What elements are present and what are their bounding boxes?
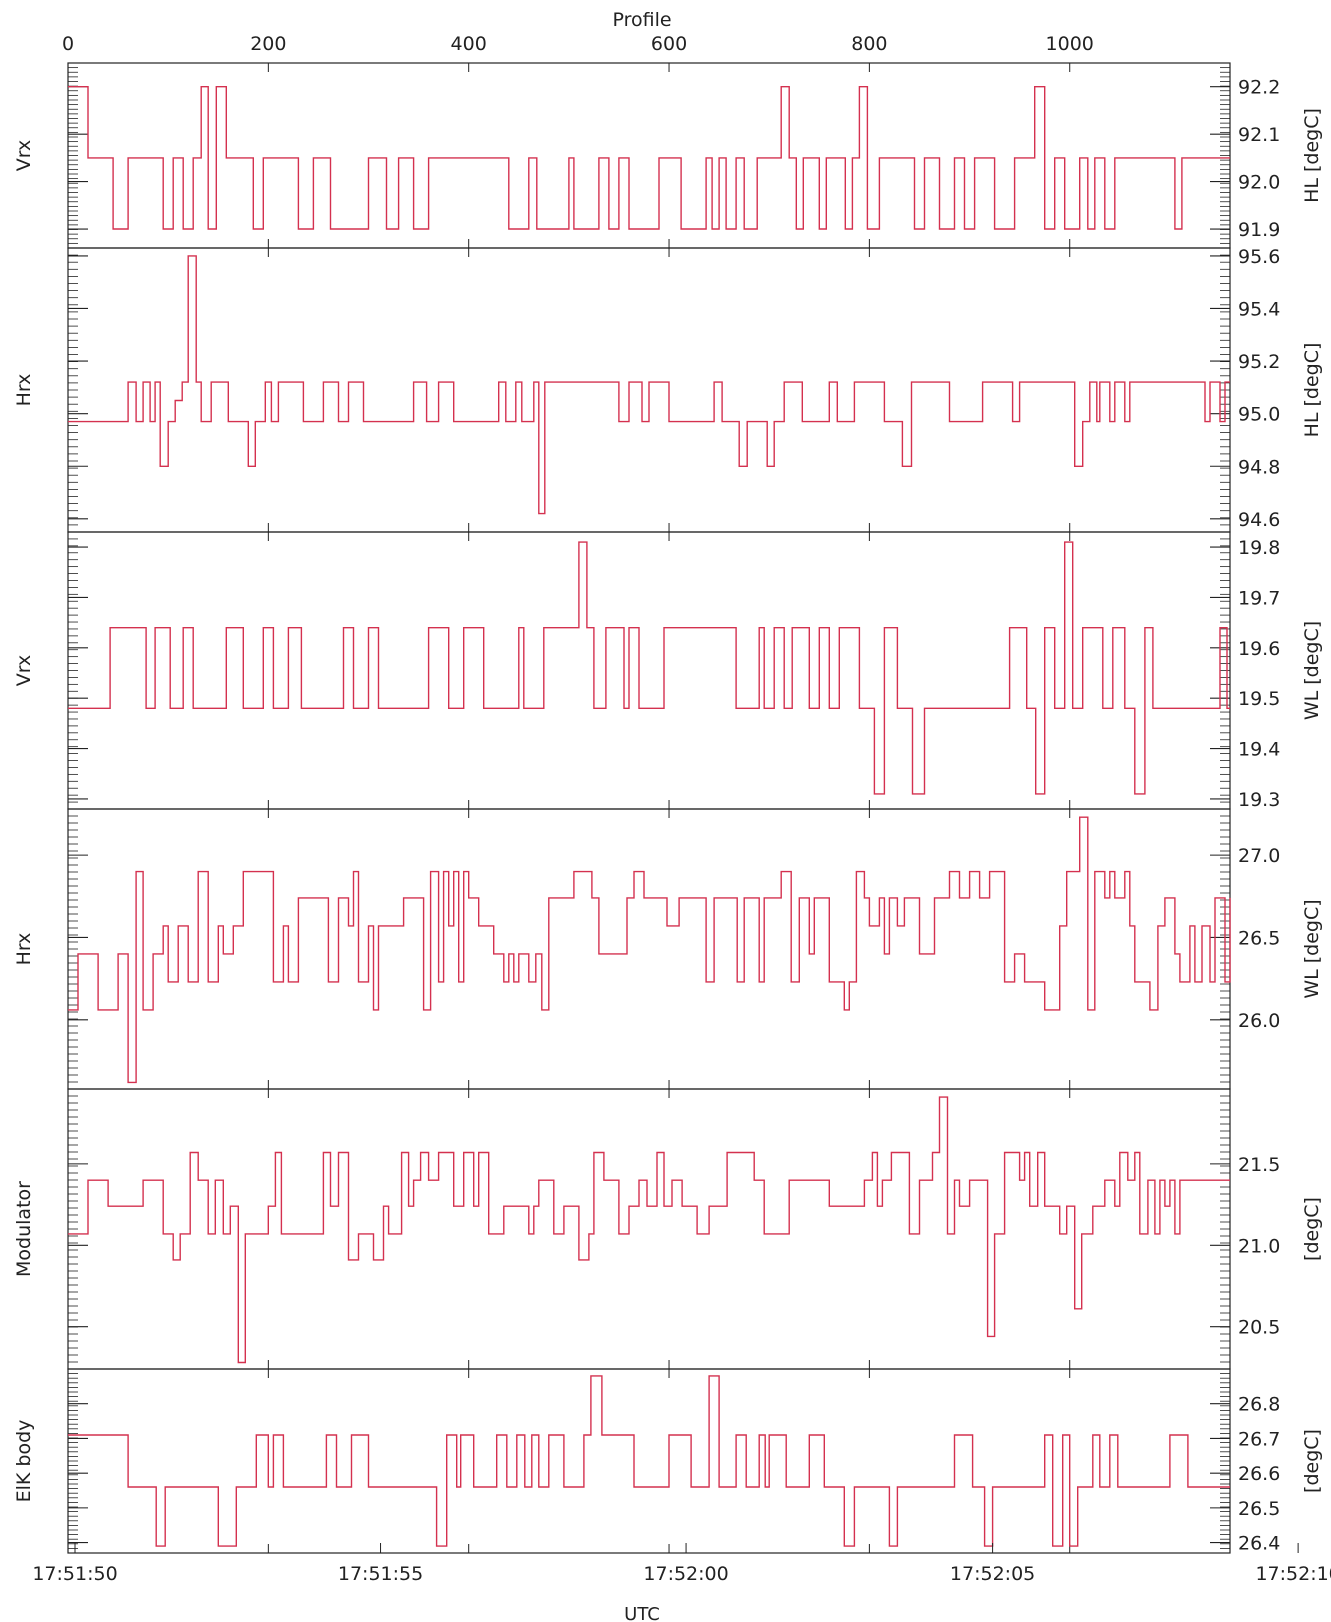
chart-marks: 91.9 92.0 92.1 92.2 Vrx HL [degC] 94.6 94.8 95.0… xyxy=(13,33,1331,1585)
y-tick-label: 92.0 xyxy=(1238,172,1280,194)
y-tick-label: 94.6 xyxy=(1238,509,1280,531)
top-tick-label: 0 xyxy=(62,33,74,55)
bottom-tick-label: 17:51:55 xyxy=(338,1563,423,1585)
y-tick-label: 26.4 xyxy=(1238,1533,1280,1555)
y-tick-label: 95.4 xyxy=(1238,298,1280,320)
y-tick-label: 19.4 xyxy=(1238,739,1280,761)
bottom-axis-title: UTC xyxy=(624,1604,660,1622)
series-line xyxy=(68,86,1230,230)
panel-frame xyxy=(67,1368,1231,1554)
y-tick-label: 21.5 xyxy=(1238,1154,1280,1176)
bottom-tick-label: 17:52:00 xyxy=(643,1563,728,1585)
panel-right-label: [degC] xyxy=(1301,1429,1323,1493)
panel-frame xyxy=(67,62,1231,249)
series-line xyxy=(68,1096,1230,1364)
y-tick-label: 94.8 xyxy=(1238,456,1280,478)
series-line xyxy=(68,255,1230,515)
top-axis-title: Profile xyxy=(612,9,671,31)
bottom-tick-label: 17:52:05 xyxy=(950,1563,1035,1585)
y-tick-label: 92.2 xyxy=(1238,77,1280,99)
y-tick-label: 20.5 xyxy=(1238,1317,1280,1339)
y-tick-label: 19.8 xyxy=(1238,537,1280,559)
panel-left-label: Hrx xyxy=(13,374,35,407)
panel-left-label: Modulator xyxy=(13,1181,35,1277)
panel-left-label: Vrx xyxy=(13,655,35,687)
y-tick-label: 26.0 xyxy=(1238,1010,1280,1032)
panel-right-label: [degC] xyxy=(1301,1197,1323,1261)
y-tick-label: 19.7 xyxy=(1238,587,1280,609)
series-line xyxy=(68,541,1230,795)
y-tick-label: 19.3 xyxy=(1238,789,1280,811)
panel-frame xyxy=(67,808,1231,1090)
y-tick-label: 21.0 xyxy=(1238,1235,1280,1257)
bottom-tick-label: 17:52:10 xyxy=(1255,1563,1331,1585)
y-tick-label: 26.8 xyxy=(1238,1394,1280,1416)
panel-left-label: ElK body xyxy=(13,1420,35,1503)
panel-frame xyxy=(67,1088,1231,1370)
panel-left-label: Hrx xyxy=(13,933,35,966)
top-tick-label: 1000 xyxy=(1046,33,1094,55)
series-line xyxy=(68,1375,1230,1547)
top-tick-label: 400 xyxy=(451,33,487,55)
series-line xyxy=(68,816,1231,1084)
panel-left-label: Vrx xyxy=(13,140,35,172)
bottom-tick-label: 17:51:50 xyxy=(32,1563,117,1585)
top-tick-label: 800 xyxy=(851,33,887,55)
y-tick-label: 26.5 xyxy=(1238,1498,1280,1520)
panel-frame xyxy=(67,531,1231,810)
y-tick-label: 95.2 xyxy=(1238,351,1280,373)
y-tick-label: 95.0 xyxy=(1238,404,1280,426)
panel-right-label: WL [degC] xyxy=(1301,899,1323,998)
y-tick-label: 26.7 xyxy=(1238,1428,1280,1450)
panel-right-label: WL [degC] xyxy=(1301,621,1323,720)
y-tick-label: 95.6 xyxy=(1238,246,1280,268)
y-tick-label: 92.1 xyxy=(1238,124,1280,146)
panel-right-label: HL [degC] xyxy=(1301,343,1323,438)
y-tick-label: 19.6 xyxy=(1238,638,1280,660)
y-tick-label: 91.9 xyxy=(1238,219,1280,241)
y-tick-label: 26.5 xyxy=(1238,927,1280,949)
top-tick-label: 200 xyxy=(250,33,286,55)
top-tick-label: 600 xyxy=(651,33,687,55)
y-tick-label: 27.0 xyxy=(1238,845,1280,867)
y-tick-label: 26.6 xyxy=(1238,1463,1280,1485)
panel-right-label: HL [degC] xyxy=(1301,108,1323,203)
y-tick-label: 19.5 xyxy=(1238,688,1280,710)
